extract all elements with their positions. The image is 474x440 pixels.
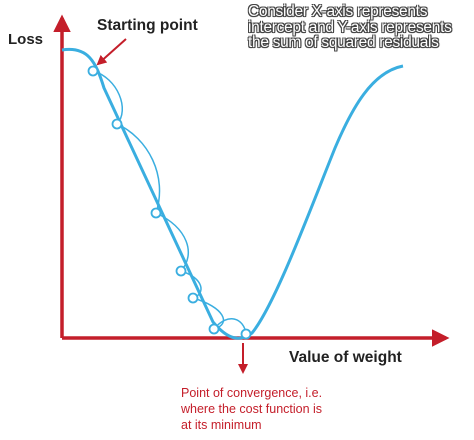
starting-point-arrow <box>96 38 127 66</box>
y-axis-label: Loss <box>8 31 43 48</box>
step-point <box>187 292 199 304</box>
step-arc <box>155 212 190 272</box>
starting-point-label: Starting point <box>97 17 198 34</box>
step-point <box>111 118 123 130</box>
step-point <box>150 207 162 219</box>
convergence-label-line-1: Point of convergence, i.e. <box>181 386 322 400</box>
step-point <box>240 328 252 340</box>
caption-text: Consider X-axis represents intercept and… <box>248 3 452 51</box>
step-point <box>208 323 220 335</box>
step-arc <box>116 123 161 214</box>
x-axis-label: Value of weight <box>289 349 402 366</box>
step-point <box>175 265 187 277</box>
loss-curve <box>61 47 404 340</box>
convergence-label-line-3: at its minimum <box>181 418 262 432</box>
convergence-label-line-2: where the cost function is <box>180 402 322 416</box>
step-point <box>87 65 99 77</box>
